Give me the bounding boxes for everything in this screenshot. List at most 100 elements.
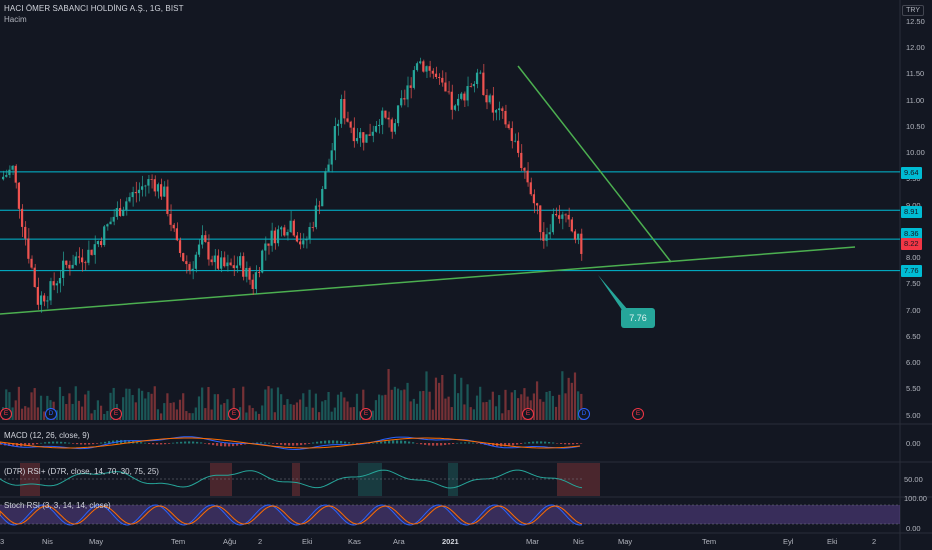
candle-body [292, 220, 295, 236]
macd-histogram-bar [220, 443, 223, 447]
macd-histogram-bar [100, 442, 103, 444]
volume-bar [27, 407, 30, 420]
macd-histogram-bar [424, 443, 427, 445]
candle-body [333, 126, 336, 151]
price-axis-label: 9.00 [906, 200, 921, 210]
candle-body [324, 171, 327, 190]
earnings-marker[interactable]: E [360, 408, 372, 420]
volume-bar [384, 394, 387, 420]
earnings-marker[interactable]: E [228, 408, 240, 420]
candle-body [466, 86, 469, 101]
dividend-marker[interactable]: D [45, 408, 57, 420]
volume-bar [122, 397, 125, 420]
macd-label[interactable]: MACD (12, 26, close, 9) [4, 431, 90, 440]
macd-histogram-bar [236, 443, 239, 446]
macd-histogram-bar [524, 442, 527, 444]
volume-bar [441, 375, 444, 420]
candle-body [235, 265, 239, 269]
volume-bar [197, 396, 201, 420]
earnings-marker[interactable]: E [0, 408, 12, 420]
candle-body [336, 123, 340, 127]
price-callout[interactable]: 7.76 [621, 308, 655, 328]
volume-bar [517, 398, 520, 420]
candle-body [286, 232, 289, 236]
volume-bar [485, 401, 488, 420]
volume-bar [159, 413, 163, 420]
price-axis-label: 12.50 [906, 16, 925, 26]
volume-bar [96, 400, 99, 420]
volume-bar [166, 393, 169, 420]
candle-body [273, 230, 276, 244]
macd-histogram-bar [260, 442, 263, 444]
earnings-marker[interactable]: E [110, 408, 122, 420]
earnings-marker[interactable]: E [632, 408, 644, 420]
macd-histogram-bar [268, 442, 271, 444]
candle-body [62, 260, 65, 278]
volume-bar [564, 393, 567, 420]
macd-histogram-bar [308, 443, 311, 444]
volume-bar [504, 389, 507, 420]
candle-body [257, 272, 261, 273]
candle-body [49, 281, 52, 301]
volume-bar [20, 408, 24, 420]
volume-bar [103, 413, 106, 420]
volume-bar [257, 413, 261, 420]
macd-histogram-bar [388, 440, 391, 444]
volume-bar [213, 394, 216, 420]
candle-body [472, 83, 475, 87]
rsi-label[interactable]: (D7R) RSI+ (D7R, close, 14, 70, 30, 75, … [4, 467, 159, 476]
candle-body [447, 91, 450, 93]
volume-bar [453, 374, 457, 420]
volume-bar [447, 396, 450, 420]
volume-bar [336, 394, 340, 420]
candle-body [504, 110, 507, 125]
volume-bar [14, 400, 17, 420]
stoch-label[interactable]: Stoch RSI (3, 3, 14, 14, close) [4, 501, 111, 510]
candle-body [409, 85, 412, 88]
macd-histogram-bar [556, 443, 559, 444]
candle-body [532, 194, 536, 204]
rsi-zone [448, 463, 458, 496]
macd-histogram-bar [528, 442, 531, 444]
currency-badge[interactable]: TRY [902, 5, 924, 16]
volume-bar [299, 399, 302, 420]
candle-body [144, 185, 147, 187]
candle-body [570, 219, 573, 232]
volume-bar [99, 405, 103, 420]
candle-body [276, 229, 280, 244]
candle-body [346, 118, 349, 122]
candle-body [393, 123, 396, 132]
candle-body [137, 189, 141, 194]
volume-bar [71, 403, 74, 420]
earnings-marker[interactable]: E [522, 408, 534, 420]
price-axis-label: 7.00 [906, 305, 921, 315]
macd-histogram-bar [228, 443, 231, 447]
macd-histogram-bar [160, 443, 163, 445]
volume-bar [475, 395, 479, 420]
volume-bar [292, 404, 295, 420]
volume-bar [33, 388, 36, 420]
symbol-title[interactable]: HACI ÖMER SABANCI HOLDİNG A.Ş., 1G, BIST [4, 4, 184, 13]
volume-bar [311, 407, 314, 420]
macd-histogram-bar [384, 441, 387, 444]
time-axis-label: 3 [0, 537, 5, 546]
candle-body [545, 234, 548, 241]
volume-bar [248, 405, 251, 420]
dividend-marker[interactable]: D [578, 408, 590, 420]
candle-body [415, 63, 419, 71]
candle-body [573, 231, 577, 240]
macd-histogram-bar [452, 443, 455, 444]
volume-bar [238, 407, 242, 420]
candle-body [197, 244, 201, 255]
macd-histogram-bar [372, 442, 375, 444]
volume-bar [245, 412, 248, 420]
candle-body [238, 256, 242, 266]
volume-bar [283, 404, 286, 420]
candle-body [84, 262, 87, 264]
candle-body [513, 140, 517, 142]
volume-bar [371, 410, 374, 420]
macd-histogram-bar [456, 442, 459, 444]
macd-histogram-bar [436, 443, 439, 446]
macd-histogram-bar [72, 443, 75, 444]
